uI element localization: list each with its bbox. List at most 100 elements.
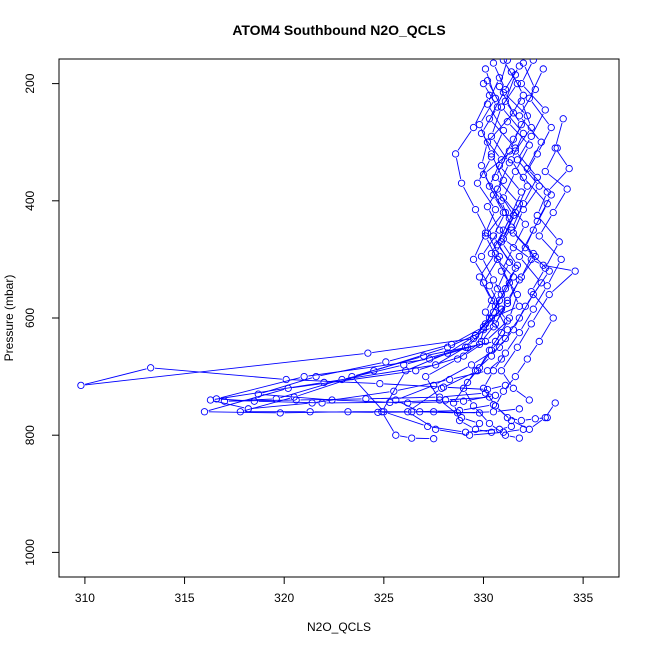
series-segment xyxy=(85,353,364,386)
data-point xyxy=(515,405,524,413)
data-point xyxy=(535,337,543,346)
series-segment xyxy=(546,245,558,265)
data-point xyxy=(443,343,452,351)
series-segment xyxy=(493,332,506,348)
data-point xyxy=(276,409,284,417)
series-segment xyxy=(513,232,531,251)
data-point xyxy=(509,384,518,392)
data-point xyxy=(483,229,492,237)
series-segment xyxy=(483,136,500,157)
data-point xyxy=(501,431,510,439)
series-segment xyxy=(399,386,430,399)
data-point xyxy=(503,59,512,64)
data-point xyxy=(559,115,567,123)
data-point xyxy=(473,179,482,187)
series-segment xyxy=(506,241,529,258)
data-point xyxy=(300,372,308,381)
data-point xyxy=(481,229,490,237)
data-point xyxy=(551,144,559,152)
data-point xyxy=(529,59,537,64)
series-segment xyxy=(547,265,572,271)
series-segment xyxy=(509,98,522,119)
series-segment xyxy=(528,145,540,165)
data-point xyxy=(459,384,468,392)
data-point xyxy=(491,320,500,328)
series-segment xyxy=(478,358,489,369)
series-segment xyxy=(507,429,520,433)
data-point xyxy=(364,349,372,357)
data-point xyxy=(519,59,527,67)
series-segment xyxy=(549,171,567,190)
data-point xyxy=(250,397,258,405)
series-segment xyxy=(519,327,530,344)
series-segment xyxy=(506,78,515,98)
series-segment xyxy=(497,180,517,201)
series-segment xyxy=(524,66,534,86)
data-point xyxy=(489,308,498,316)
data-point xyxy=(499,176,508,184)
series-layer xyxy=(77,59,579,443)
data-point xyxy=(485,419,494,428)
series-segment xyxy=(447,386,484,390)
y-tick-label: 200 xyxy=(23,73,37,93)
data-point xyxy=(430,435,438,443)
series-segment xyxy=(503,245,516,262)
series-segment xyxy=(469,370,478,380)
series-segment xyxy=(498,263,508,280)
series-segment xyxy=(355,356,420,376)
series-segment xyxy=(496,309,506,327)
series-segment xyxy=(262,377,313,394)
data-point xyxy=(432,425,440,433)
series-segment xyxy=(439,349,463,364)
data-point xyxy=(543,200,551,208)
series-segment xyxy=(547,406,554,415)
series-segment xyxy=(510,128,520,148)
series-segment xyxy=(534,260,540,264)
series-segment xyxy=(479,429,488,432)
data-point xyxy=(471,425,480,433)
series-segment xyxy=(399,435,408,438)
data-point xyxy=(475,419,484,428)
data-point xyxy=(515,200,524,208)
data-point xyxy=(515,314,524,322)
data-point xyxy=(531,85,539,94)
data-point xyxy=(549,208,557,217)
data-point xyxy=(527,132,535,140)
data-point xyxy=(571,267,579,275)
series-segment xyxy=(495,292,504,309)
data-point xyxy=(487,132,496,140)
series-segment xyxy=(500,64,507,83)
series-segment xyxy=(479,160,490,180)
data-point xyxy=(370,367,378,375)
series-segment xyxy=(389,345,448,362)
series-segment xyxy=(523,86,543,108)
series-segment xyxy=(412,400,460,404)
data-point xyxy=(511,147,520,155)
data-point xyxy=(515,112,524,120)
data-point xyxy=(523,182,531,190)
data-point xyxy=(529,290,537,299)
data-point xyxy=(77,381,85,390)
series-segment xyxy=(346,365,400,379)
chart-title: ATOM4 Southbound N2O_QCLS xyxy=(232,22,445,38)
data-point xyxy=(312,372,320,381)
data-point xyxy=(499,88,508,97)
data-point xyxy=(507,226,516,234)
data-point xyxy=(477,161,486,170)
data-point xyxy=(491,173,500,182)
series-segment xyxy=(477,315,492,333)
data-point xyxy=(503,118,512,126)
series-segment xyxy=(489,107,502,128)
y-axis-label: Pressure (mbar) xyxy=(2,275,16,362)
series-segment xyxy=(533,297,548,321)
x-tick-label: 330 xyxy=(473,591,493,605)
series-segment xyxy=(522,105,531,124)
data-point xyxy=(487,428,496,436)
series-segment xyxy=(495,239,508,259)
series-segment xyxy=(541,215,552,233)
series-segment xyxy=(502,204,511,224)
data-point xyxy=(471,331,480,340)
data-point xyxy=(493,103,502,111)
series-segment xyxy=(280,380,338,399)
series-segment xyxy=(538,195,546,212)
